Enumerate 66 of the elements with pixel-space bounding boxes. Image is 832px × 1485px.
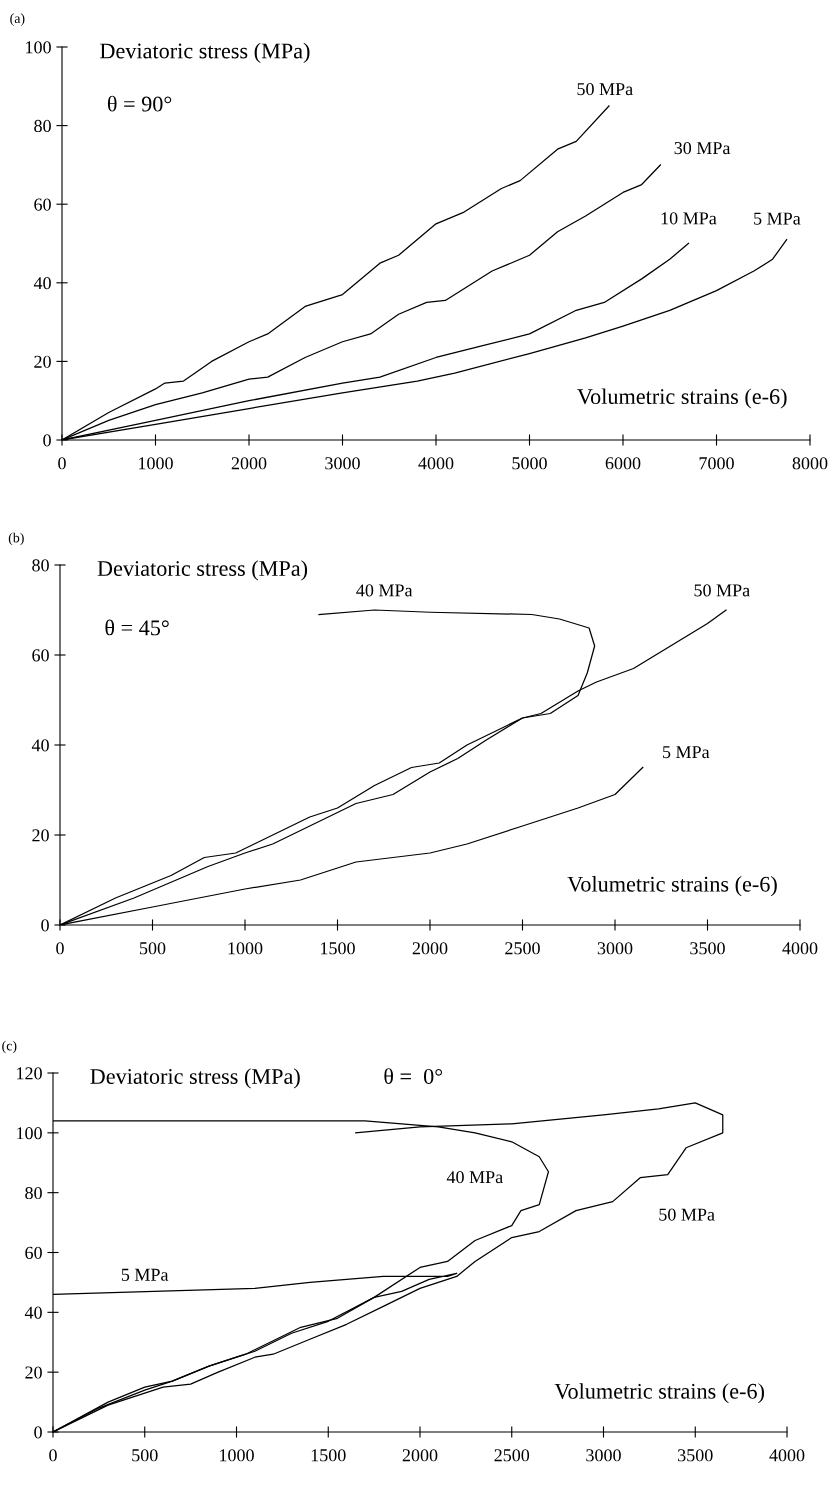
x-tick-label: 5000	[512, 457, 547, 470]
series-label: 5 MPa	[121, 1268, 169, 1281]
chart-title: (b)	[8, 532, 24, 546]
series-label: 50 MPa	[659, 1208, 715, 1221]
chart-title: (a)	[10, 13, 25, 26]
y-tick-label: 0	[41, 919, 49, 932]
x-tick-label: 7000	[699, 457, 734, 470]
x-tick-label: 500	[140, 942, 166, 955]
x-axis-title: Volumetric strains (e-6)	[567, 876, 777, 897]
x-tick-label: 2000	[412, 942, 448, 955]
x-tick-label: 6000	[605, 457, 641, 470]
x-tick-label: 2500	[494, 1449, 530, 1462]
x-tick-label: 3500	[678, 1449, 713, 1462]
y-tick-label: 20	[25, 1366, 42, 1379]
x-tick-label: 4000	[769, 1449, 805, 1462]
x-tick-label: 8000	[792, 457, 828, 470]
y-tick-label: 60	[34, 198, 51, 211]
annotation: θ = 45°	[105, 619, 169, 636]
x-tick-label: 1000	[139, 457, 173, 470]
annotation: θ = 0°	[384, 1068, 443, 1084]
y-tick-label: 20	[32, 829, 49, 842]
series-label: 40 MPa	[356, 584, 413, 597]
y-tick-label: 0	[34, 1426, 42, 1439]
x-tick-label: 3000	[597, 942, 633, 955]
x-tick-label: 3000	[586, 1449, 621, 1462]
x-tick-label: 2500	[505, 942, 540, 955]
chart-title: (c)	[2, 1040, 17, 1054]
series-label: 50 MPa	[694, 584, 750, 597]
x-tick-label: 4000	[418, 457, 454, 470]
x-tick-label: 2000	[231, 457, 267, 470]
x-axis-title: Volumetric strains (e-6)	[577, 388, 787, 409]
y-tick-label: 20	[34, 355, 51, 368]
x-tick-label: 4000	[782, 942, 818, 955]
annotation: θ = 90°	[107, 95, 172, 112]
y-tick-label: 40	[33, 277, 51, 290]
x-tick-label: 1000	[228, 942, 263, 955]
series-label: 50 MPa	[577, 83, 633, 96]
x-tick-label: 3000	[325, 457, 360, 470]
y-tick-label: 60	[32, 649, 49, 662]
series-label: 10 MPa	[661, 212, 717, 225]
y-axis-title: Deviatoric stress (MPa)	[100, 42, 310, 63]
y-tick-label: 80	[32, 559, 49, 572]
x-tick-label: 1500	[311, 1449, 346, 1462]
series-label: 5 MPa	[754, 212, 801, 225]
y-tick-label: 0	[43, 434, 51, 447]
x-tick-label: 1000	[220, 1449, 254, 1462]
y-tick-label: 100	[17, 1127, 42, 1140]
x-tick-label: 0	[56, 942, 64, 955]
y-tick-label: 40	[31, 739, 49, 752]
y-tick-label: 120	[17, 1067, 42, 1080]
x-tick-label: 500	[132, 1449, 158, 1462]
series-label: 40 MPa	[446, 1171, 503, 1184]
y-tick-label: 80	[34, 119, 51, 133]
x-axis-title: Volumetric strains (e-6)	[554, 1383, 764, 1404]
x-tick-label: 2000	[402, 1449, 438, 1462]
x-tick-label: 0	[58, 457, 66, 470]
y-tick-label: 40	[24, 1306, 42, 1319]
x-tick-label: 3500	[690, 942, 725, 955]
y-tick-label: 80	[25, 1186, 42, 1200]
x-tick-label: 1500	[321, 942, 355, 955]
series-label: 30 MPa	[674, 141, 731, 155]
y-tick-label: 100	[26, 41, 51, 54]
y-axis-title: Deviatoric stress (MPa)	[90, 1068, 300, 1089]
y-axis-title: Deviatoric stress (MPa)	[97, 560, 308, 581]
y-tick-label: 60	[25, 1246, 42, 1259]
series-label: 5 MPa	[663, 746, 710, 759]
